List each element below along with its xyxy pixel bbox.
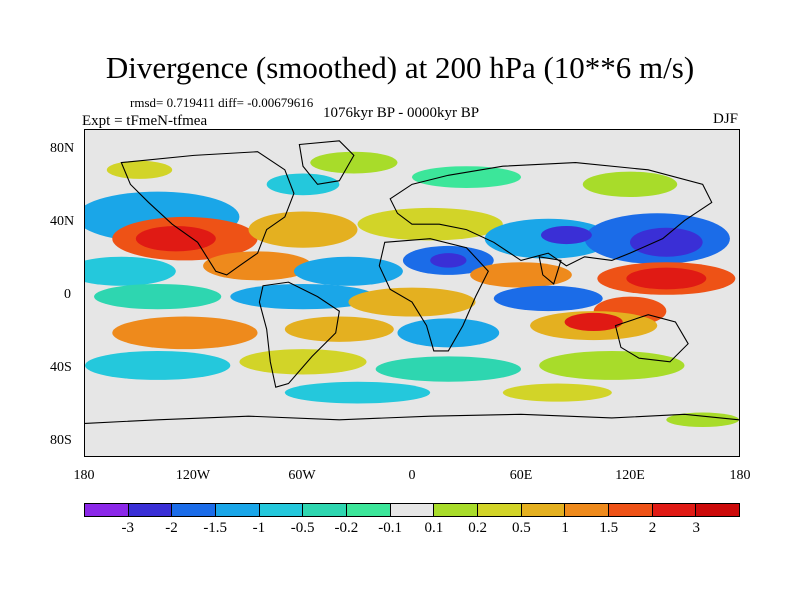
field-patch <box>502 383 612 402</box>
field-patch <box>666 412 739 428</box>
coastline-eurasia <box>389 162 713 267</box>
x-tick-label: 180 <box>729 468 751 483</box>
field-patch <box>112 316 258 350</box>
coastline-antarctica <box>85 413 739 424</box>
colorbar-bin <box>85 504 129 516</box>
coastline-india <box>538 256 562 285</box>
field-patch <box>248 211 358 248</box>
x-tick-label: 120W <box>175 468 211 483</box>
statistics-text: rmsd= 0.719411 diff= -0.00679616 <box>130 95 314 110</box>
x-tick-label: 60E <box>509 468 533 483</box>
field-patch <box>135 225 216 252</box>
x-tick-label: 120E <box>615 468 645 483</box>
field-patch <box>230 283 376 310</box>
colorbar-label: 2 <box>648 520 657 536</box>
colorbar-bin <box>609 504 653 516</box>
period-label: 1076kyr BP - 0000kyr BP <box>323 105 480 121</box>
map-svg <box>85 140 739 428</box>
field-patch <box>582 171 678 198</box>
field-patch <box>85 350 231 380</box>
experiment-label: Expt = tFmeN-tfmea <box>82 113 208 129</box>
y-tick-label: 80S <box>50 433 72 448</box>
x-tick-label: 0 <box>408 468 416 483</box>
coastline-greenland <box>298 140 355 185</box>
colorbar-bin <box>128 504 173 516</box>
field-patch <box>375 356 521 382</box>
colorbar-label: 3 <box>692 520 701 536</box>
colorbar-label: -0.2 <box>334 520 359 536</box>
plot-title: Divergence (smoothed) at 200 hPa (10**6 … <box>105 50 695 85</box>
colorbar-label: -1 <box>252 520 266 536</box>
coastline-australia <box>614 314 689 363</box>
colorbar-bin <box>565 504 610 516</box>
field-patch <box>203 251 313 281</box>
field-patch <box>540 225 592 245</box>
x-tick-label: 180 <box>73 468 95 483</box>
field-patch <box>94 283 222 310</box>
coastlines <box>85 140 739 424</box>
season-label: DJF <box>712 111 738 127</box>
coastline-south-america <box>258 281 340 388</box>
x-tick-label: 60W <box>288 468 316 483</box>
colorbar-label: 0.1 <box>424 520 444 536</box>
colorbar <box>84 503 740 517</box>
divergence-field <box>85 151 739 428</box>
y-tick-label: 40S <box>50 360 72 375</box>
field-patch <box>430 253 467 268</box>
field-patch <box>266 173 340 196</box>
colorbar-label: -1.5 <box>203 520 228 536</box>
field-patch <box>284 316 394 342</box>
colorbar-label: -3 <box>121 520 134 536</box>
coastline-north-america <box>120 151 295 276</box>
coastline-africa <box>378 238 489 352</box>
colorbar-bin <box>478 504 522 516</box>
colorbar-bin <box>216 504 260 516</box>
field-patch <box>293 256 403 286</box>
field-patch <box>106 160 173 179</box>
field-patch <box>470 262 572 288</box>
field-patch <box>310 151 398 174</box>
colorbar-label: -0.5 <box>290 520 315 536</box>
field-patch <box>630 227 703 257</box>
colorbar-bin <box>434 504 479 516</box>
colorbar-label: 1 <box>561 520 569 536</box>
field-patch <box>85 256 176 286</box>
field-patch <box>539 350 685 380</box>
colorbar-label: 1.5 <box>599 520 619 536</box>
y-tick-label: 80N <box>50 141 75 156</box>
colorbar-bin <box>390 504 435 516</box>
y-tick-label: 0 <box>64 287 71 302</box>
field-patch <box>564 312 623 332</box>
field-patch <box>239 349 367 375</box>
y-tick-label: 40N <box>50 214 75 229</box>
colorbar-bin <box>259 504 304 516</box>
field-patch <box>412 166 521 188</box>
colorbar-label: 0.2 <box>468 520 487 536</box>
colorbar-bin <box>696 504 740 516</box>
colorbar-bin <box>172 504 217 516</box>
field-patch <box>397 318 500 348</box>
colorbar-bin <box>652 504 697 516</box>
colorbar-label: -2 <box>165 520 178 536</box>
field-patch <box>626 267 707 290</box>
colorbar-label: -0.1 <box>378 520 402 536</box>
colorbar-label: 0.5 <box>511 520 531 536</box>
field-patch <box>493 285 603 312</box>
colorbar-bin <box>347 504 391 516</box>
field-patch <box>284 381 431 404</box>
colorbar-bin <box>303 504 348 516</box>
colorbar-bin <box>521 504 566 516</box>
divergence-map <box>84 129 740 457</box>
